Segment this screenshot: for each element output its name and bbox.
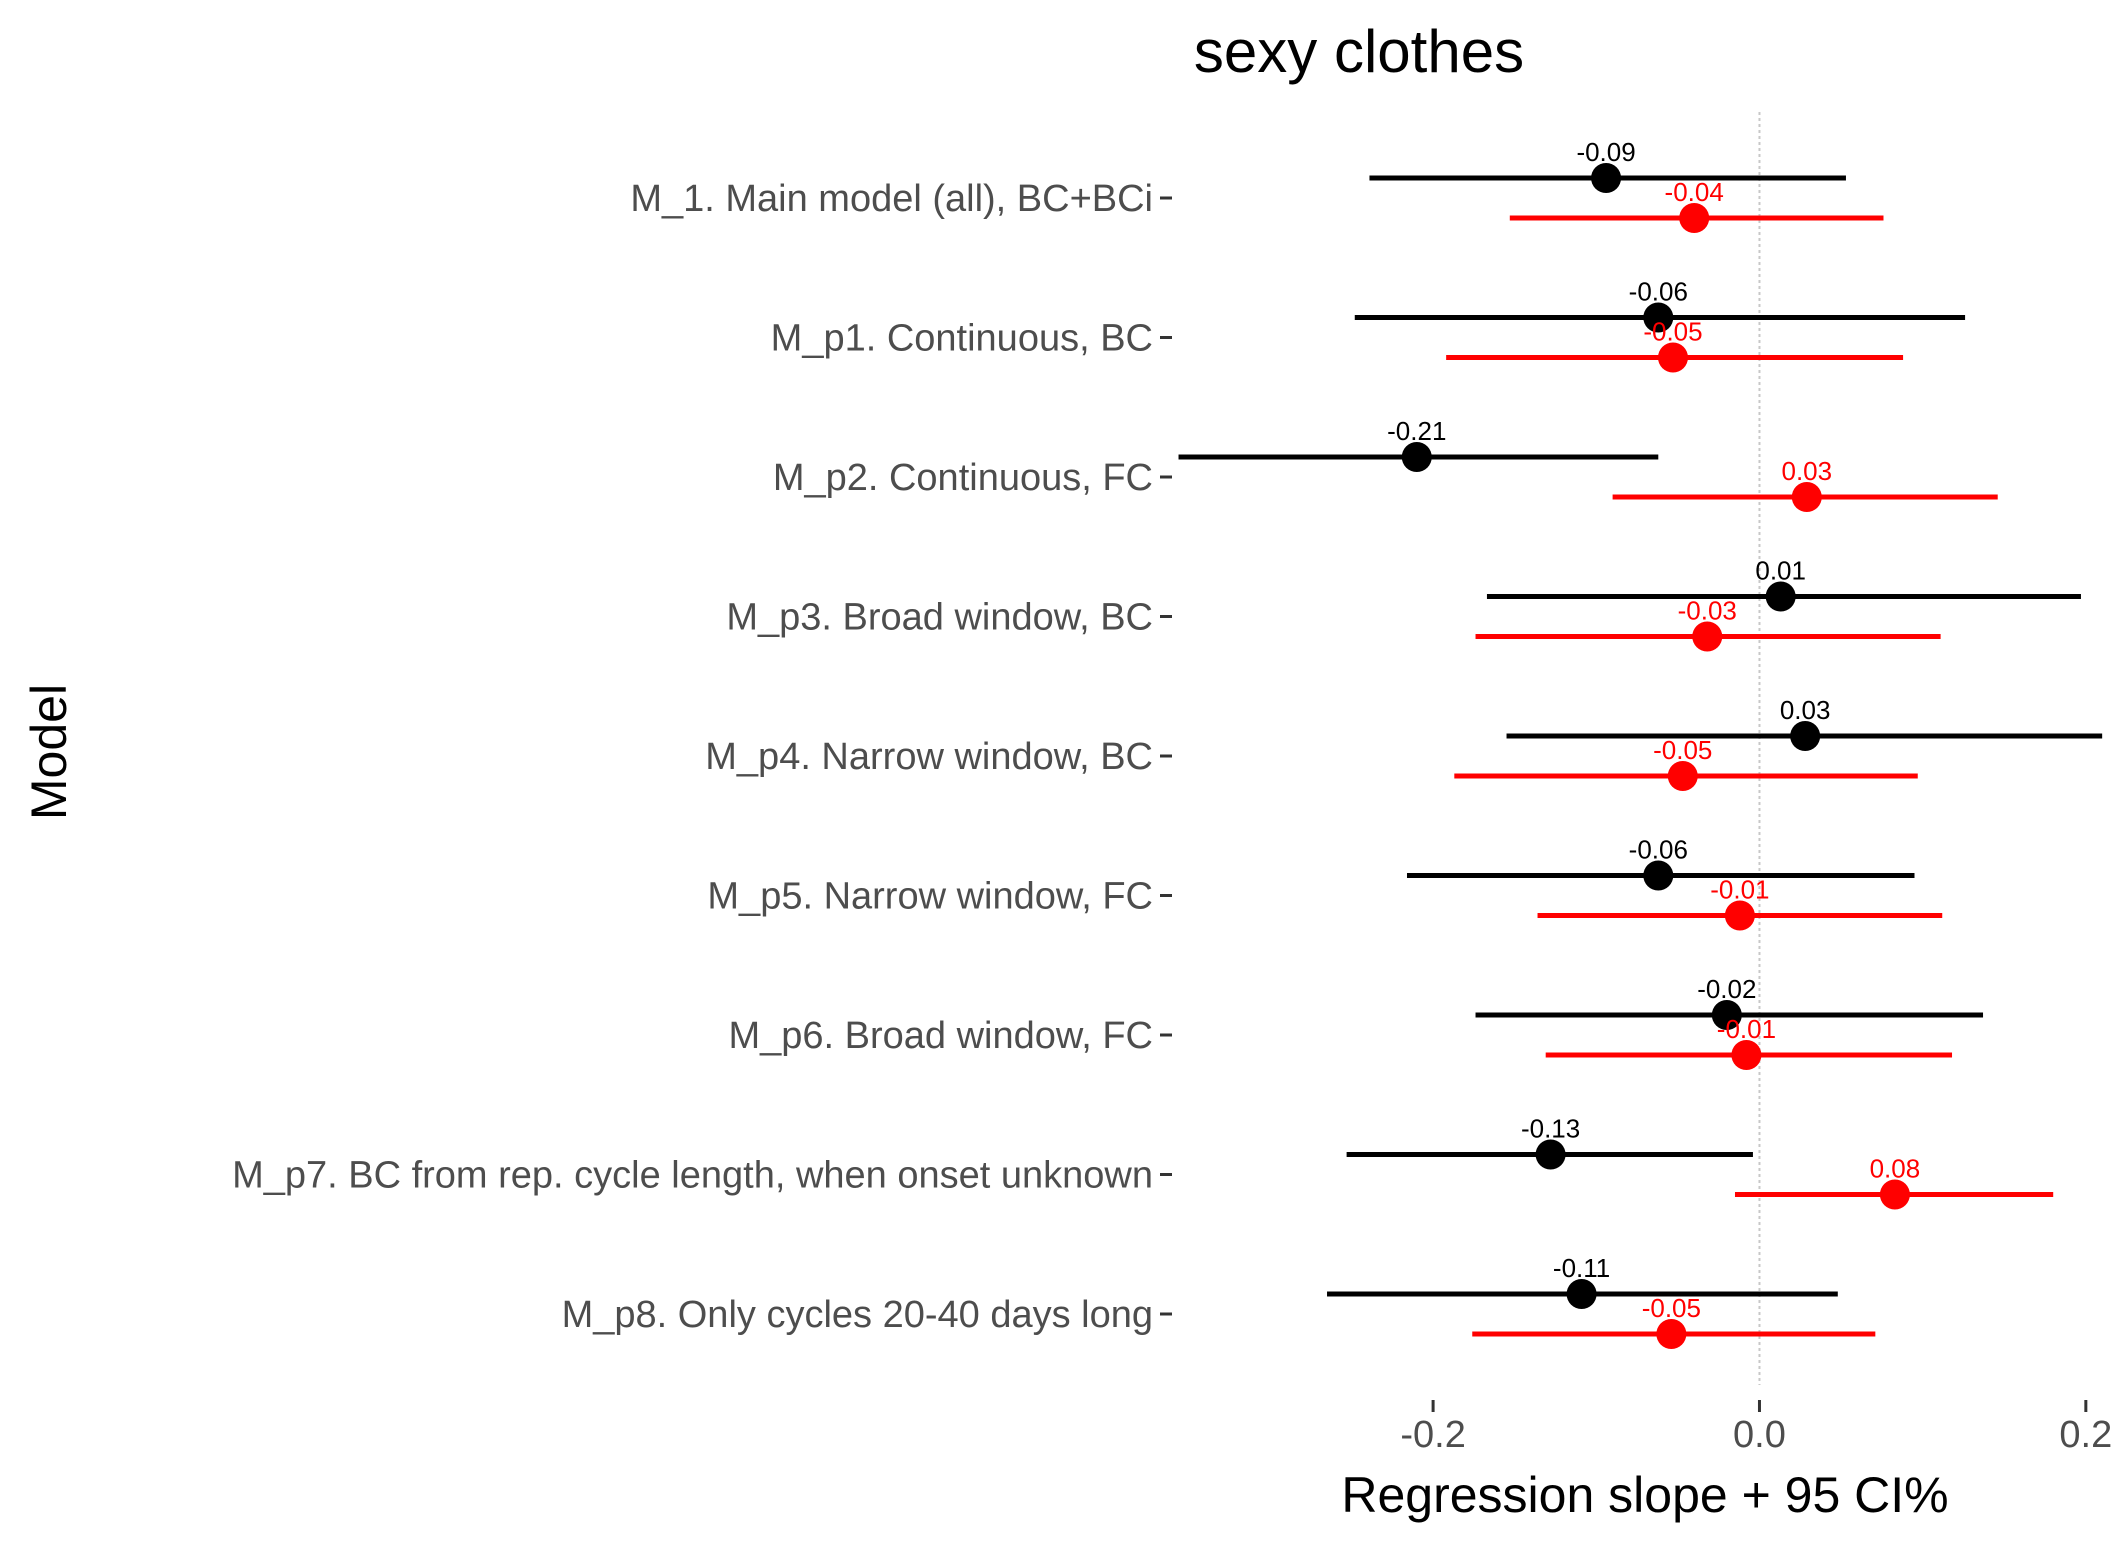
estimate-point	[1656, 1319, 1687, 1349]
value-label: -0.13	[1521, 1114, 1580, 1144]
x-axis-title: Regression slope + 95 CI%	[1341, 1467, 1948, 1523]
value-label: 0.08	[1870, 1154, 1921, 1184]
estimate-point	[1401, 442, 1432, 472]
x-tick-label: 0.0	[1733, 1414, 1786, 1456]
estimate-point	[1724, 900, 1755, 931]
value-label: -0.05	[1642, 1293, 1701, 1323]
category-label: M_1. Main model (all), BC+BCi	[630, 178, 1153, 220]
category-label: M_p3. Broad window, BC	[726, 597, 1153, 639]
category-label: M_p6. Broad window, FC	[728, 1015, 1153, 1057]
category-label: M_p7. BC from rep. cycle length, when on…	[232, 1155, 1153, 1197]
x-tick-label: 0.2	[2059, 1414, 2112, 1456]
value-label: -0.03	[1678, 596, 1737, 626]
estimate-point	[1657, 342, 1688, 373]
value-label: -0.06	[1629, 277, 1688, 307]
value-label: -0.05	[1643, 317, 1702, 347]
x-axis: -0.2 0.0 0.2	[1400, 1400, 2112, 1456]
category-label: M_p2. Continuous, FC	[773, 457, 1153, 499]
estimate-point	[1765, 581, 1796, 612]
value-label: -0.05	[1653, 735, 1712, 765]
value-label: -0.09	[1576, 137, 1635, 167]
value-label: -0.02	[1697, 974, 1756, 1004]
category-label: M_p8. Only cycles 20-40 days long	[562, 1294, 1153, 1336]
estimate-point	[1790, 721, 1821, 751]
value-label: -0.01	[1717, 1014, 1776, 1044]
estimate-point	[1667, 761, 1698, 791]
estimate-point	[1643, 860, 1674, 891]
estimate-point	[1879, 1179, 1910, 1210]
value-label: -0.01	[1710, 875, 1769, 905]
estimate-point	[1711, 1000, 1742, 1030]
value-label: -0.06	[1629, 835, 1688, 865]
value-label: 0.01	[1755, 556, 1806, 586]
estimate-point	[1692, 621, 1723, 652]
value-label: 0.03	[1780, 695, 1831, 725]
x-tick-label: -0.2	[1400, 1414, 1465, 1456]
estimate-point	[1791, 482, 1822, 512]
estimate-point	[1535, 1139, 1566, 1170]
category-labels: M_1. Main model (all), BC+BCi M_p1. Conti…	[232, 178, 1172, 1336]
value-label: -0.11	[1553, 1253, 1610, 1283]
estimate-point	[1591, 163, 1622, 193]
estimate-point	[1643, 302, 1674, 333]
category-label: M_p1. Continuous, BC	[771, 318, 1153, 360]
chart-title: sexy clothes	[1194, 18, 1524, 85]
y-axis-title: Model	[21, 684, 77, 820]
category-label: M_p5. Narrow window, FC	[707, 876, 1153, 918]
estimate-point	[1679, 203, 1710, 233]
category-label: M_p4. Narrow window, BC	[705, 736, 1153, 778]
value-label: -0.04	[1665, 177, 1724, 207]
estimate-point	[1731, 1040, 1762, 1070]
value-label: -0.21	[1387, 416, 1446, 446]
data-marks: -0.09 -0.06 -0.21 0.01 0.03 -0.06 -0.02 -0.13 -0…	[1178, 137, 2103, 1349]
value-label: 0.03	[1781, 456, 1832, 486]
estimate-point	[1566, 1279, 1597, 1309]
